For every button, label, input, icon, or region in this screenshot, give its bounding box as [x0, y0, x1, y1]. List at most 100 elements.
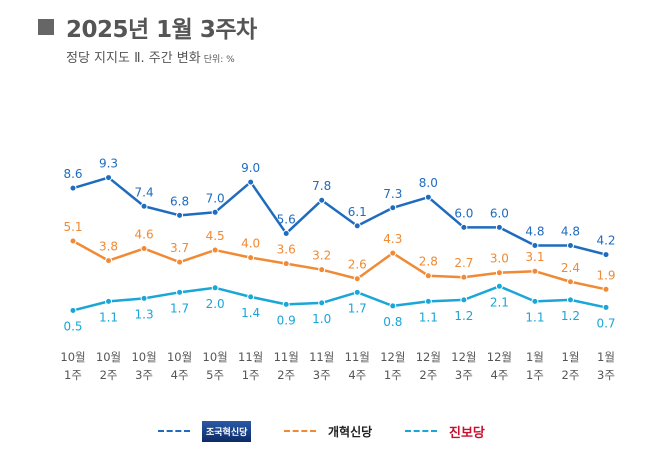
data-point	[495, 223, 503, 231]
legend-label: 진보당	[449, 425, 485, 441]
data-point	[389, 204, 397, 212]
x-tick-label: 4주	[490, 368, 508, 382]
x-tick-label: 1주	[526, 368, 544, 382]
series-line-3	[72, 285, 607, 312]
data-point	[247, 293, 255, 301]
x-tick-label: 4주	[171, 368, 189, 382]
data-label: 1.1	[99, 310, 118, 324]
data-point	[247, 254, 255, 262]
data-point	[424, 297, 432, 305]
data-label: 5.6	[277, 212, 296, 226]
x-tick-label: 1주	[64, 368, 82, 382]
data-label: 3.2	[312, 249, 331, 263]
data-point	[318, 196, 326, 204]
data-label: 5.1	[63, 220, 82, 234]
data-label: 4.5	[206, 229, 225, 243]
data-label: 4.6	[135, 228, 154, 242]
data-point	[282, 300, 290, 308]
data-label: 3.0	[490, 252, 509, 266]
data-label: 3.7	[170, 241, 189, 255]
data-label: 1.7	[348, 301, 367, 315]
data-point	[566, 242, 574, 250]
data-point	[140, 202, 148, 210]
data-point	[353, 275, 361, 283]
data-point	[531, 297, 539, 305]
x-tick-label: 3주	[313, 368, 331, 382]
unit-label: 단위: %	[203, 55, 235, 65]
data-label: 1.7	[170, 301, 189, 315]
data-label: 3.6	[277, 243, 296, 257]
data-point	[247, 178, 255, 186]
data-label: 9.3	[99, 157, 118, 171]
data-label: 7.3	[383, 187, 402, 201]
data-point	[105, 297, 113, 305]
data-label: 1.2	[454, 309, 473, 323]
data-point	[282, 260, 290, 268]
x-tick-label: 11월	[309, 350, 334, 364]
data-point	[566, 278, 574, 286]
x-tick-label: 11월	[274, 350, 299, 364]
data-label: 1.3	[135, 307, 154, 321]
data-label: 0.7	[596, 316, 615, 330]
data-label: 4.3	[383, 232, 402, 246]
x-tick-label: 3주	[597, 368, 615, 382]
data-point	[389, 249, 397, 257]
data-label: 4.8	[525, 225, 544, 239]
x-tick-label: 3주	[455, 368, 473, 382]
data-label: 4.8	[561, 225, 580, 239]
data-point	[318, 299, 326, 307]
data-point	[460, 273, 468, 281]
x-tick-label: 2주	[419, 368, 437, 382]
data-point	[460, 296, 468, 304]
data-point	[602, 285, 610, 293]
legend-label: 조국혁신당	[202, 420, 252, 442]
data-point	[282, 229, 290, 237]
legend-item-1: 조국혁신당	[158, 416, 252, 446]
x-tick-label: 10월	[131, 350, 156, 364]
data-label: 0.8	[383, 315, 402, 329]
data-label: 6.8	[170, 194, 189, 208]
data-label: 2.6	[348, 258, 367, 272]
data-label: 2.7	[454, 256, 473, 270]
data-point	[69, 237, 77, 245]
data-point	[424, 193, 432, 201]
data-point	[140, 245, 148, 253]
data-label: 1.2	[561, 309, 580, 323]
x-tick-label: 12월	[487, 350, 512, 364]
data-point	[176, 211, 184, 219]
x-tick-label: 1주	[384, 368, 402, 382]
title-text: 2025년 1월 3주차	[66, 17, 257, 43]
x-tick-label: 1월	[526, 350, 544, 364]
data-label: 4.2	[596, 234, 615, 248]
data-point	[211, 208, 219, 216]
data-label: 7.0	[206, 191, 225, 205]
legend-line-icon	[158, 430, 190, 432]
data-label: 6.0	[454, 206, 473, 220]
data-label: 6.0	[490, 206, 509, 220]
data-point	[69, 184, 77, 192]
x-tick-label: 10월	[203, 350, 228, 364]
data-point	[460, 223, 468, 231]
legend-line-icon	[284, 430, 316, 432]
data-point	[495, 282, 503, 290]
data-point	[566, 296, 574, 304]
data-point	[176, 288, 184, 296]
data-label: 1.9	[596, 268, 615, 282]
data-point	[389, 302, 397, 310]
data-label: 6.1	[348, 205, 367, 219]
data-label: 7.4	[135, 185, 154, 199]
data-point	[69, 306, 77, 314]
line-chart: 8.6 9.3 7.4 6.8 7.0 9.0 5.6 7.8 6.1 7.3 8.0 6.0 6.0 4…	[60, 157, 615, 382]
data-point	[140, 294, 148, 302]
data-point	[531, 267, 539, 275]
data-point	[353, 222, 361, 230]
x-tick-label: 3주	[135, 368, 153, 382]
subtitle-text: 정당 지지도 Ⅱ. 주간 변화	[66, 51, 201, 66]
data-label: 0.5	[63, 319, 82, 333]
data-label: 1.1	[419, 310, 438, 324]
data-label: 9.0	[241, 161, 260, 175]
square-bullet-icon	[38, 19, 54, 35]
x-tick-label: 12월	[451, 350, 476, 364]
series-line-2	[72, 239, 607, 291]
data-label: 0.9	[277, 313, 296, 327]
